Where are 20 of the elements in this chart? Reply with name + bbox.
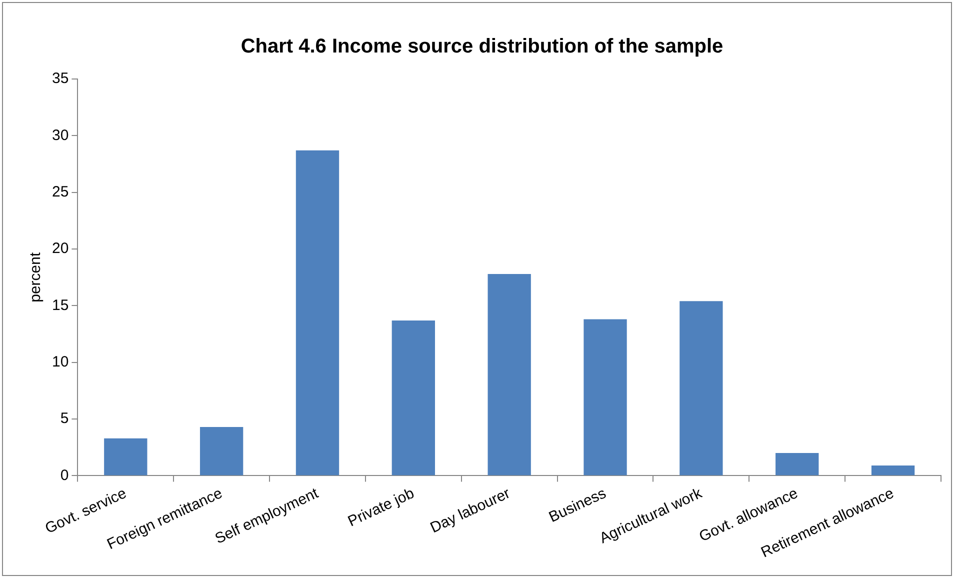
y-tick-label: 10: [52, 354, 69, 371]
bar: [584, 319, 627, 476]
y-axis-title: percent: [27, 252, 44, 302]
bar: [488, 274, 531, 476]
y-tick-label: 35: [52, 70, 69, 88]
bar: [680, 301, 723, 476]
y-tick-label: 0: [60, 466, 69, 484]
x-tick-label: Private job: [345, 484, 417, 530]
bar: [776, 453, 819, 476]
bar: [871, 466, 915, 476]
bar: [200, 426, 244, 476]
y-tick-label: 25: [52, 183, 69, 200]
y-tick-label: 15: [52, 296, 69, 314]
y-tick-label: 20: [52, 240, 69, 258]
y-tick-label: 5: [60, 410, 69, 428]
chart-title: Chart 4.6 Income source distribution of the sample: [240, 36, 724, 58]
bar: [392, 320, 435, 476]
y-tick-label: 30: [52, 126, 69, 144]
bar: [104, 438, 148, 476]
bar: [296, 150, 340, 476]
